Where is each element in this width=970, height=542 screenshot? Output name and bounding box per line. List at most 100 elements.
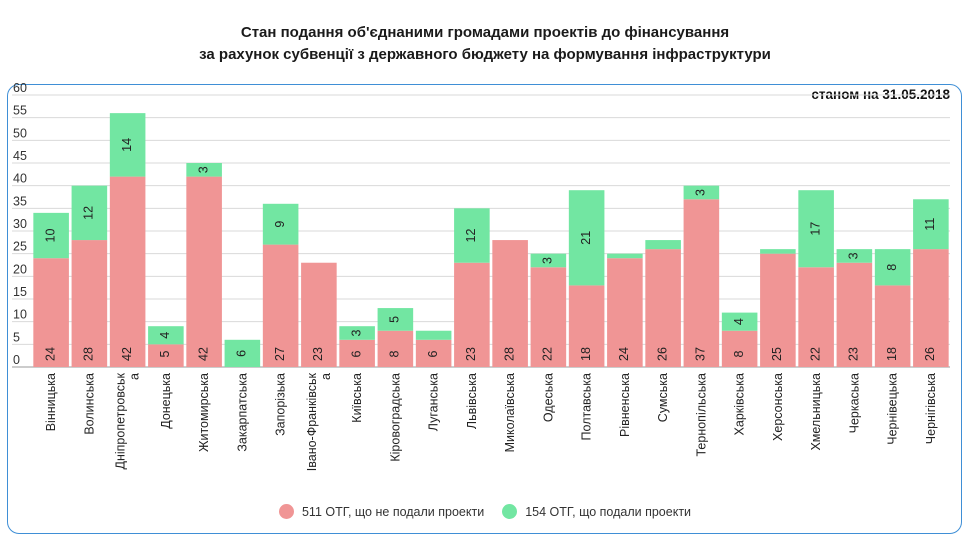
x-tick-label: Запорізька xyxy=(274,373,288,436)
bar-segment-not-submitted[interactable] xyxy=(913,249,949,367)
y-tick-label: 25 xyxy=(13,240,27,254)
bar-segment-submitted[interactable] xyxy=(339,326,375,340)
y-axis: 0 5 10 15 20 25 30 35 40 45 50 55 60 xyxy=(13,81,27,367)
bar-segment-not-submitted[interactable] xyxy=(454,262,490,367)
bar-segment-submitted[interactable] xyxy=(262,203,299,245)
bar-segment-submitted[interactable] xyxy=(760,249,796,254)
data-label: 6 xyxy=(235,350,249,357)
x-tick-label: Чернігівська xyxy=(924,373,938,444)
bar-segment-submitted[interactable] xyxy=(645,240,681,250)
x-tick-label: Донецька xyxy=(159,373,173,429)
x-tick-label: Київська xyxy=(350,373,364,423)
bar-segment-submitted[interactable] xyxy=(224,339,261,367)
bar-segment-submitted[interactable] xyxy=(721,312,758,331)
data-label: 3 xyxy=(196,166,210,173)
legend: 511 ОТГ, що не подали проекти 154 ОТГ, щ… xyxy=(0,504,970,519)
bar-segment-not-submitted[interactable] xyxy=(262,244,299,367)
data-label: 23 xyxy=(464,347,478,361)
bar-segment-not-submitted[interactable] xyxy=(874,285,911,367)
data-label: 18 xyxy=(885,347,899,361)
data-label: 28 xyxy=(502,347,516,361)
x-tick-label: Кіровоградська xyxy=(388,373,402,462)
data-label: 24 xyxy=(617,347,631,361)
bar-segment-not-submitted[interactable] xyxy=(836,262,873,367)
bar-segment-not-submitted[interactable] xyxy=(415,339,452,367)
y-tick-label: 45 xyxy=(13,149,27,163)
bar-segment-not-submitted[interactable] xyxy=(71,240,108,367)
x-tick-label: Вінницька xyxy=(44,373,58,431)
bar-segment-submitted[interactable] xyxy=(607,253,643,259)
bar-segment-submitted[interactable] xyxy=(454,208,490,263)
data-label: 4 xyxy=(158,332,172,339)
bar-segment-submitted[interactable] xyxy=(33,212,69,259)
bar-segment-not-submitted[interactable] xyxy=(530,267,567,367)
bar-segment-submitted[interactable] xyxy=(71,185,108,241)
bar-segment-submitted[interactable] xyxy=(148,326,184,345)
bar-segment-not-submitted[interactable] xyxy=(377,330,414,367)
data-label: 6 xyxy=(349,350,363,357)
bar-segment-submitted[interactable] xyxy=(568,190,605,286)
legend-marker-not-submitted xyxy=(278,504,294,519)
x-tick-label: Закарпатська xyxy=(235,373,249,452)
bar-segment-not-submitted[interactable] xyxy=(721,330,758,367)
x-tick-label: Рівненська xyxy=(618,373,632,437)
y-tick-label: 55 xyxy=(13,104,27,118)
y-tick-label: 50 xyxy=(13,126,27,140)
bar-segment-not-submitted[interactable] xyxy=(645,249,681,367)
bar-segment-submitted[interactable] xyxy=(874,249,911,286)
y-tick-label: 40 xyxy=(13,172,27,186)
bar-segment-submitted[interactable] xyxy=(186,163,222,177)
bar-segment-not-submitted[interactable] xyxy=(760,253,796,367)
bar-segment-submitted[interactable] xyxy=(530,253,567,268)
legend-item-submitted[interactable]: 154 ОТГ, що подали проекти xyxy=(502,504,691,519)
data-label: 18 xyxy=(579,347,593,361)
bar-segment-submitted[interactable] xyxy=(683,185,720,200)
y-tick-label: 30 xyxy=(13,217,27,231)
bar-segment-not-submitted[interactable] xyxy=(109,176,146,367)
data-label: 5 xyxy=(388,316,402,323)
data-label: 22 xyxy=(808,347,822,361)
bar-segment-submitted[interactable] xyxy=(913,199,949,250)
legend-item-not-submitted[interactable]: 511 ОТГ, що не подали проекти xyxy=(278,504,484,519)
data-label: 23 xyxy=(311,347,325,361)
data-label: 8 xyxy=(732,350,746,357)
data-label: 42 xyxy=(196,347,210,361)
bar-segment-submitted[interactable] xyxy=(415,330,452,340)
bar-segment-not-submitted[interactable] xyxy=(607,258,643,367)
bar-segment-not-submitted[interactable] xyxy=(683,199,720,367)
x-axis: Вінницька Волинська Дніпропетровськ а Донець… xyxy=(44,372,938,471)
x-tick-label: Дніпропетровськ xyxy=(114,372,128,469)
data-label: 3 xyxy=(694,189,708,196)
y-tick-label: 35 xyxy=(13,194,27,208)
x-tick-label: Луганська xyxy=(427,373,441,431)
data-label: 12 xyxy=(464,229,478,243)
x-tick-label-wrap: а xyxy=(128,373,142,380)
x-tick-label: Чернівецька xyxy=(886,373,900,445)
data-label: 3 xyxy=(541,257,555,264)
bar-segment-not-submitted[interactable] xyxy=(33,258,69,367)
data-label: 12 xyxy=(82,206,96,220)
bar-segment-not-submitted[interactable] xyxy=(186,176,222,367)
bar-segment-submitted[interactable] xyxy=(109,113,146,177)
data-label: 8 xyxy=(885,264,899,271)
x-tick-label: Житомирська xyxy=(197,373,211,452)
data-label: 24 xyxy=(43,347,57,361)
x-tick-label: Полтавська xyxy=(580,373,594,440)
bar-segment-not-submitted[interactable] xyxy=(339,339,375,367)
bar-segment-not-submitted[interactable] xyxy=(798,267,834,367)
y-tick-label: 15 xyxy=(13,285,27,299)
bar-segment-not-submitted[interactable] xyxy=(301,262,337,367)
data-label: 5 xyxy=(158,350,172,357)
bar-segment-submitted[interactable] xyxy=(836,249,873,263)
bar-segment-submitted[interactable] xyxy=(377,308,414,331)
bar-segment-not-submitted[interactable] xyxy=(568,285,605,367)
legend-label-submitted: 154 ОТГ, що подали проекти xyxy=(525,504,692,519)
bar-segment-not-submitted[interactable] xyxy=(492,240,528,367)
data-label: 28 xyxy=(82,347,96,361)
bar-segment-not-submitted[interactable] xyxy=(148,344,184,367)
data-label: 21 xyxy=(579,231,593,245)
data-label: 37 xyxy=(694,347,708,361)
bar-segment-submitted[interactable] xyxy=(798,190,834,268)
